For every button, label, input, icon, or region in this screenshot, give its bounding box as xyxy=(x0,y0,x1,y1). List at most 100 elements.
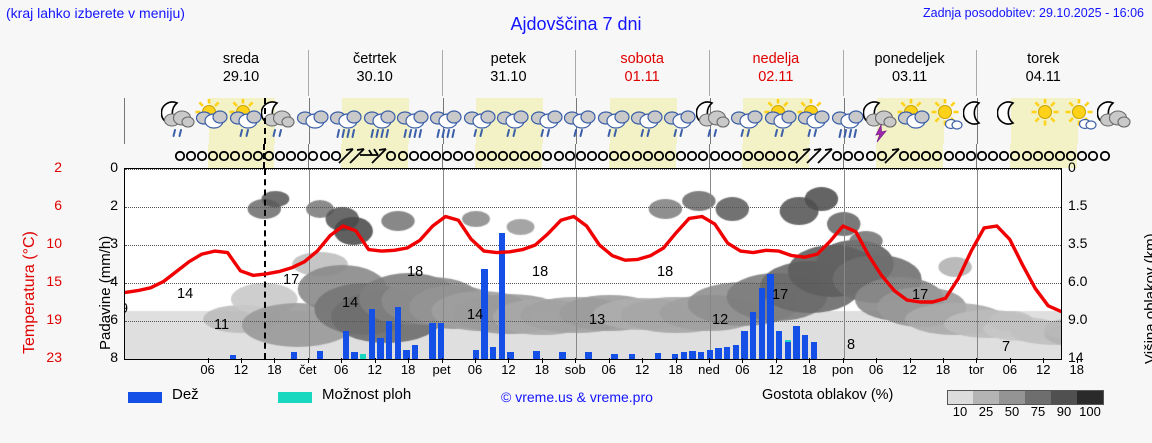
temperature-value-label: 11 xyxy=(214,317,230,333)
day-header-row: sreda 29.10 četrtek 30.10 petek 31.10 sobota 01… xyxy=(124,50,1061,96)
x-axis-tick-mark xyxy=(608,358,610,363)
x-axis-tick: 18 xyxy=(400,362,416,377)
rain-bar xyxy=(784,342,792,359)
cloud-drizzle-icon xyxy=(629,99,663,143)
gridline-horizontal xyxy=(125,321,1061,322)
current-time-line xyxy=(264,169,267,359)
day-date: 04.11 xyxy=(1025,69,1061,85)
cloud-density-value: 100 xyxy=(1079,404,1101,419)
cloud-density-swatch xyxy=(1051,390,1078,405)
gridline-horizontal xyxy=(125,207,1061,208)
copyright-link[interactable]: © vreme.us & vreme.pro xyxy=(501,389,653,405)
gridline-vertical xyxy=(442,169,444,359)
moon-cloud-drizzle-icon xyxy=(695,99,730,143)
sun-small-cloud-icon xyxy=(1064,99,1098,143)
x-axis-tick-mark xyxy=(1043,358,1045,363)
day-date: 02.11 xyxy=(758,69,794,85)
rain-bar xyxy=(559,351,566,359)
rain-bar xyxy=(386,321,393,359)
x-axis-tick-mark xyxy=(207,358,209,363)
wind-calm-icon xyxy=(534,144,560,168)
rain-bar xyxy=(490,347,497,359)
gridline-horizontal xyxy=(125,245,1061,246)
wind-calm-icon xyxy=(757,144,783,168)
cloud-density-swatch xyxy=(1025,390,1052,405)
x-axis-tick-mark xyxy=(742,358,744,363)
x-axis-tick-mark xyxy=(307,358,309,363)
weather-icon-band xyxy=(124,98,1131,144)
temperature-value-label: 7 xyxy=(1002,339,1011,355)
wind-calm-icon xyxy=(690,144,716,168)
x-axis-tick: 06 xyxy=(735,362,750,377)
temperature-labels: 9 14 11 17 14 18 14 18 13 18 12 17 8 17 7 xyxy=(125,169,1061,359)
wind-calm-icon xyxy=(278,144,304,168)
temperature-value-label: 12 xyxy=(712,312,729,328)
wind-calm-icon xyxy=(980,144,1006,168)
page-title: Ajdovščina 7 dni xyxy=(510,14,642,34)
day-name: sreda xyxy=(222,51,260,67)
wind-calm-icon xyxy=(178,144,204,168)
temperature-value-label: 17 xyxy=(283,272,300,288)
moon-thunder-icon xyxy=(862,99,897,143)
wind-calm-icon xyxy=(490,144,516,168)
wind-calm-icon xyxy=(768,144,794,168)
temperature-value-label: 17 xyxy=(772,287,789,303)
cloud-density-canvas xyxy=(125,169,1061,359)
temperature-curve xyxy=(125,214,1061,314)
x-axis-tick-mark xyxy=(943,358,944,363)
wind-calm-icon xyxy=(289,144,315,168)
temperature-value-label: 14 xyxy=(342,295,359,311)
cloud-drizzle-icon xyxy=(562,99,596,143)
wind-calm-icon xyxy=(300,144,326,168)
wind-calm-icon xyxy=(835,144,861,168)
gridline-vertical xyxy=(977,169,979,359)
gridline-vertical xyxy=(843,169,845,359)
day-name: nedelja xyxy=(752,51,800,67)
x-axis-tick-mark xyxy=(842,358,844,363)
wind-calm-icon xyxy=(245,144,271,168)
wind-calm-icon xyxy=(1036,144,1062,168)
rain-bar xyxy=(741,330,748,359)
moon-icon xyxy=(963,99,997,143)
rain-bar xyxy=(680,351,688,359)
wind-calm-icon xyxy=(668,144,694,168)
wind-calm-icon xyxy=(557,144,583,168)
cloud-icon xyxy=(295,99,329,143)
cloud-drizzle-icon xyxy=(662,99,696,143)
wind-calm-icon xyxy=(1058,144,1084,168)
cloud-height-axis-title: Višina oblakov (km) xyxy=(1142,233,1152,364)
wind-calm-icon xyxy=(456,144,482,168)
wind-calm-icon xyxy=(969,144,995,168)
day-date: 31.10 xyxy=(490,69,527,85)
x-axis-tick-mark xyxy=(241,358,242,363)
wind-barb-icon xyxy=(334,144,360,168)
daylight-band xyxy=(1009,144,1077,168)
day-name: četrtek xyxy=(352,51,397,67)
x-axis-tick: 18 xyxy=(1069,362,1084,377)
gridline-horizontal xyxy=(125,283,1061,284)
wind-calm-icon xyxy=(601,144,627,168)
wind-calm-icon xyxy=(200,144,226,168)
x-axis-tick: 06 xyxy=(1002,362,1018,377)
wind-calm-icon xyxy=(1014,144,1040,168)
day-header-torek: torek 04.11 xyxy=(976,50,1110,86)
rain-bar xyxy=(750,311,757,359)
wind-barb-icon xyxy=(791,144,817,168)
wind-calm-icon xyxy=(1092,144,1118,168)
cloud-drizzle-icon xyxy=(729,99,763,143)
x-axis-tick-mark xyxy=(341,358,343,363)
rain-bar xyxy=(654,353,662,359)
wind-calm-icon xyxy=(401,144,427,168)
cloud-height-tick: 1.5 xyxy=(1068,197,1088,213)
day-header-nedelja: nedelja 02.11 xyxy=(709,50,843,86)
rain-bar xyxy=(672,354,679,359)
current-time-line xyxy=(263,144,266,168)
moon-cloud-drizzle-icon xyxy=(261,99,295,143)
x-axis-tick: ned xyxy=(698,362,720,377)
wind-calm-icon xyxy=(702,144,728,168)
day-separator xyxy=(307,50,309,96)
precipitation-tick: 8 xyxy=(110,349,118,365)
x-axis-tick-mark xyxy=(1009,358,1011,363)
x-axis-tick-mark xyxy=(374,358,376,363)
temperature-value-label: 18 xyxy=(407,264,424,280)
